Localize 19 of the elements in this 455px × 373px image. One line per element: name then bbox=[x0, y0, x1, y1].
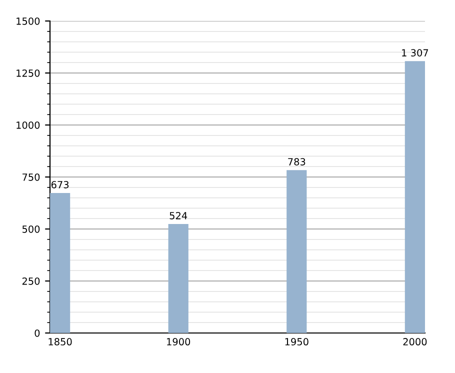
bar bbox=[168, 224, 188, 333]
data-label: 1 307 bbox=[402, 49, 428, 56]
bar bbox=[50, 193, 70, 333]
x-tick-label: 2000 bbox=[403, 338, 427, 346]
bar bbox=[286, 170, 307, 333]
x-tick-label: 1950 bbox=[285, 338, 308, 346]
y-tick-label: 1500 bbox=[16, 17, 40, 25]
x-tick-label: 1850 bbox=[48, 338, 72, 346]
y-tick-label: 250 bbox=[22, 277, 40, 285]
y-tick-label: 500 bbox=[22, 225, 40, 233]
data-label: 524 bbox=[170, 212, 188, 220]
y-tick-label: 1250 bbox=[16, 69, 40, 77]
y-tick-label: 1000 bbox=[16, 121, 40, 129]
y-tick-label: 750 bbox=[22, 173, 40, 181]
x-tick-label: 1900 bbox=[167, 338, 190, 346]
data-label: 783 bbox=[288, 158, 306, 166]
data-label: 673 bbox=[51, 181, 69, 188]
bar bbox=[404, 61, 425, 333]
y-tick-label: 0 bbox=[34, 329, 40, 337]
